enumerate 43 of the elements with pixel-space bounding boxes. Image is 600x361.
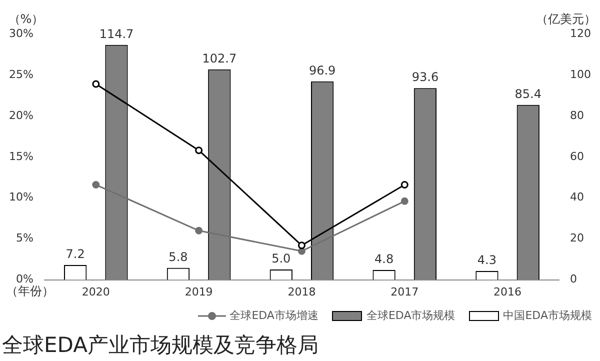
data-label: 4.8 xyxy=(374,252,394,266)
point xyxy=(298,242,306,250)
x-tick-label: 2017 xyxy=(390,285,419,298)
y2-tick-label: 100 xyxy=(570,68,592,81)
y2-axis-title: （亿美元） xyxy=(536,12,596,26)
data-label: 5.0 xyxy=(272,252,291,266)
y-tick-label: 0% xyxy=(16,272,34,286)
x-tick-label: 2016 xyxy=(494,285,522,298)
point xyxy=(195,226,203,234)
data-label: 5.8 xyxy=(168,250,188,264)
data-label: 102.7 xyxy=(202,52,237,66)
y2-tick-label: 120 xyxy=(570,26,592,40)
point xyxy=(195,146,203,154)
y-tick-label: 25% xyxy=(8,68,34,81)
data-label: 85.4 xyxy=(514,86,542,101)
point xyxy=(400,181,408,189)
point xyxy=(400,197,408,205)
y-tick-label: 15% xyxy=(8,150,34,163)
text: 全球EDA产业市场规模及竞争格局 xyxy=(2,332,318,359)
y-axis-title: （%） xyxy=(8,12,44,26)
y2-tick-label: 40 xyxy=(570,190,584,204)
x-axis-title: （年份） xyxy=(6,284,54,298)
y2-tick-label: 0 xyxy=(570,272,578,286)
x-tick-label: 2019 xyxy=(184,285,213,298)
legend-label: 全球EDA市场增速 xyxy=(230,308,318,323)
data-label: 93.6 xyxy=(412,70,439,84)
text: 中国EDA市场规模 xyxy=(503,308,592,323)
x-tick-label: 2020 xyxy=(82,285,110,298)
data-label: 4.3 xyxy=(477,253,497,268)
y-tick-label: 5% xyxy=(16,232,34,245)
y-tick-label: 20% xyxy=(8,108,34,122)
legend-label: 全球EDA市场规模 xyxy=(366,308,456,323)
y2-tick-label: 80 xyxy=(570,108,584,122)
x-tick-label: 2018 xyxy=(288,285,316,298)
point xyxy=(92,80,100,88)
y-tick-label: 10% xyxy=(8,190,34,204)
data-label: 7.2 xyxy=(66,247,85,262)
y-tick-label: 30% xyxy=(8,26,34,40)
point xyxy=(92,181,100,189)
y2-tick-label: 20 xyxy=(570,232,584,245)
data-label: 114.7 xyxy=(99,26,134,41)
data-label: 96.9 xyxy=(308,63,336,78)
y2-tick-label: 60 xyxy=(570,150,584,163)
